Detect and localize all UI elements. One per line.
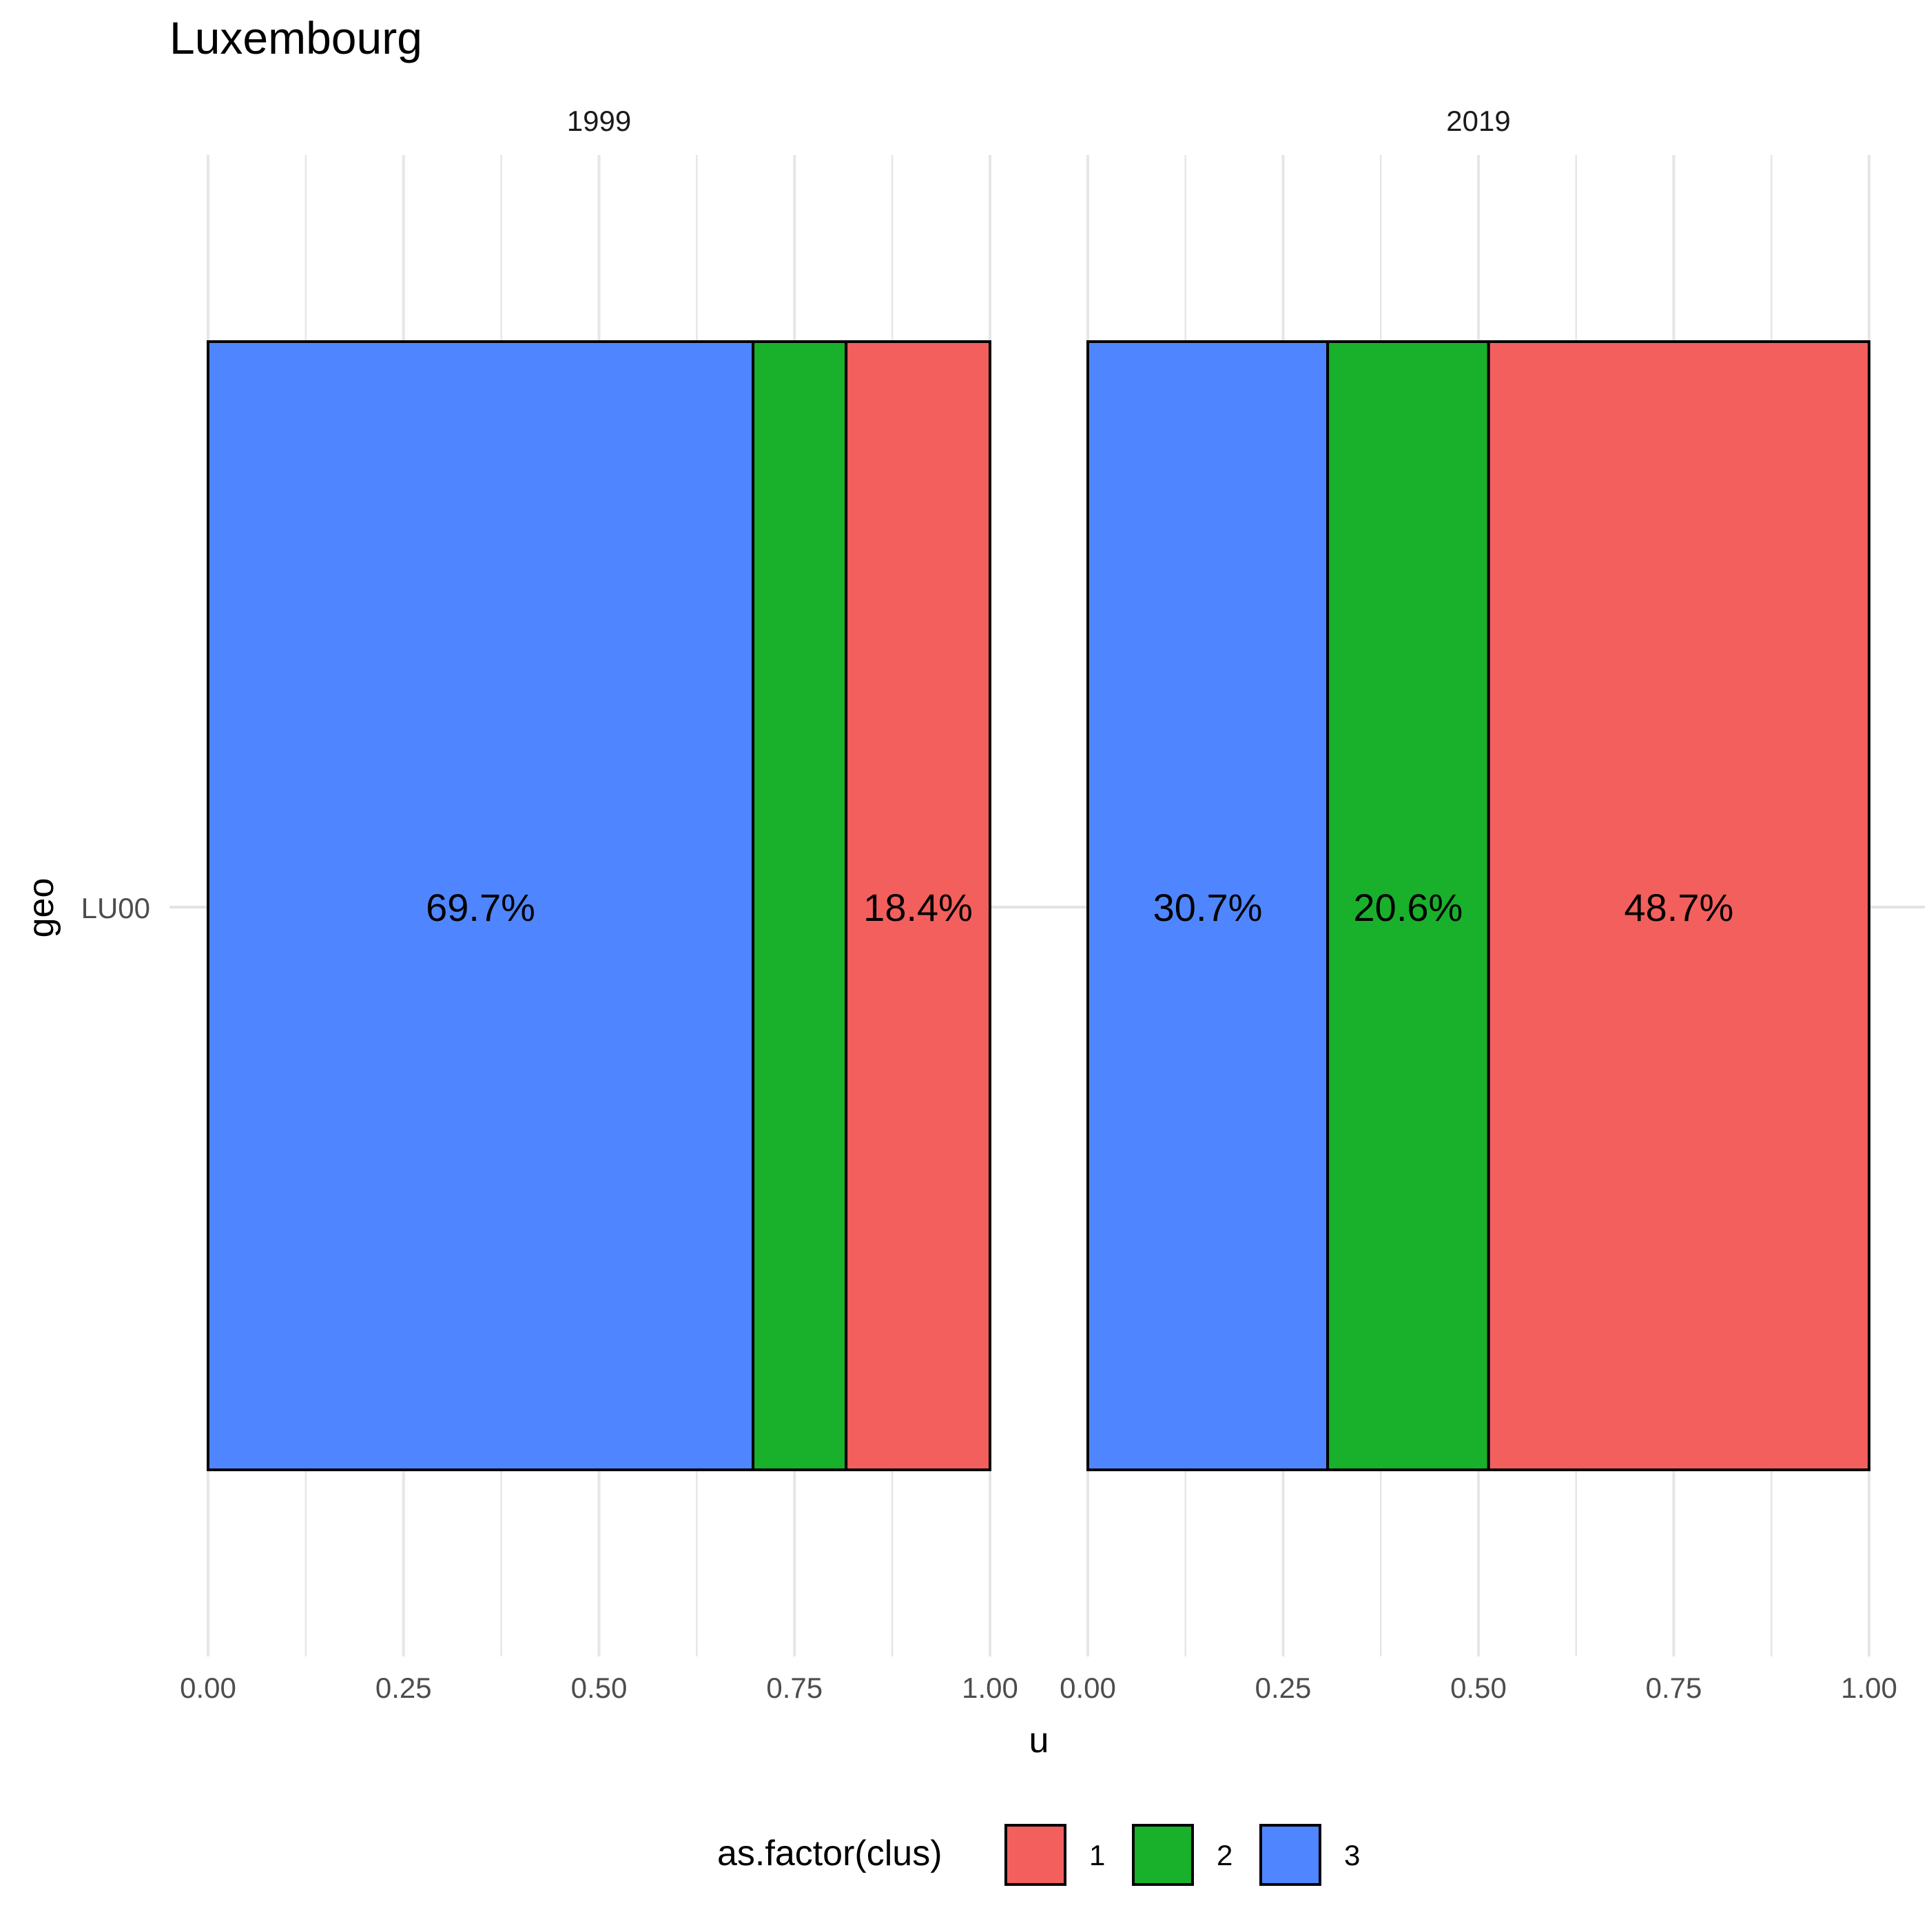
bar-segment-2019-clus-1 xyxy=(1487,340,1870,1471)
x-tick-label-1999-0.00: 0.00 xyxy=(180,1672,236,1704)
data-label-2019-clus-1: 48.7% xyxy=(1624,886,1733,929)
legend-key-3 xyxy=(1259,1824,1321,1886)
bar-segment-2019-clus-3 xyxy=(1086,340,1330,1471)
x-axis-title: u xyxy=(1029,1721,1049,1760)
x-tick-label-2019-1.00: 1.00 xyxy=(1841,1672,1897,1704)
legend-label-3: 3 xyxy=(1344,1839,1360,1871)
legend-items: 1 2 3 xyxy=(1004,1824,1360,1886)
strip-layer: 1999 2019 xyxy=(567,105,1511,137)
data-label-2019-clus-2: 20.6% xyxy=(1354,886,1463,929)
legend-key-1 xyxy=(1004,1824,1066,1886)
legend-key-2 xyxy=(1132,1824,1194,1886)
chart-title: Luxembourg xyxy=(169,12,422,63)
x-tick-label-1999-0.75: 0.75 xyxy=(766,1672,823,1704)
x-tick-label-2019-0.50: 0.50 xyxy=(1450,1672,1507,1704)
legend-label-1: 1 xyxy=(1089,1839,1105,1871)
data-label-1999-clus-1: 18.4% xyxy=(863,886,973,929)
legend-title: as.factor(clus) xyxy=(717,1834,942,1873)
x-tick-label-1999-0.50: 0.50 xyxy=(571,1672,628,1704)
data-label-2019-clus-3: 30.7% xyxy=(1153,886,1263,929)
x-tick-label-1999-1.00: 1.00 xyxy=(962,1672,1018,1704)
labels-layer: 69.7% 18.4% 30.7% 20.6% 48.7% xyxy=(426,886,1733,929)
data-label-1999-clus-3: 69.7% xyxy=(426,886,535,929)
bar-segment-2019-clus-2 xyxy=(1326,340,1490,1471)
ticks-layer: 0.00 0.25 0.50 0.75 1.00 0.00 0.25 0.50 0.75 1.00 xyxy=(180,1672,1897,1704)
x-tick-label-2019-0.00: 0.00 xyxy=(1060,1672,1116,1704)
legend: as.factor(clus) 1 2 3 xyxy=(717,1824,1360,1886)
x-tick-label-2019-0.25: 0.25 xyxy=(1255,1672,1312,1704)
bar-segment-1999-clus-3 xyxy=(207,340,755,1471)
y-axis-title: geo xyxy=(21,878,61,938)
bar-segment-1999-clus-2 xyxy=(752,340,848,1471)
x-tick-label-2019-0.75: 0.75 xyxy=(1646,1672,1702,1704)
y-tick-label-LU00: LU00 xyxy=(81,892,150,924)
x-tick-label-1999-0.25: 0.25 xyxy=(375,1672,432,1704)
facet-strip-label-2019: 2019 xyxy=(1446,105,1510,137)
facet-strip-label-1999: 1999 xyxy=(567,105,631,137)
bar-segment-1999-clus-1 xyxy=(845,340,992,1471)
legend-label-2: 2 xyxy=(1217,1839,1232,1871)
bars-layer xyxy=(207,340,1870,1471)
